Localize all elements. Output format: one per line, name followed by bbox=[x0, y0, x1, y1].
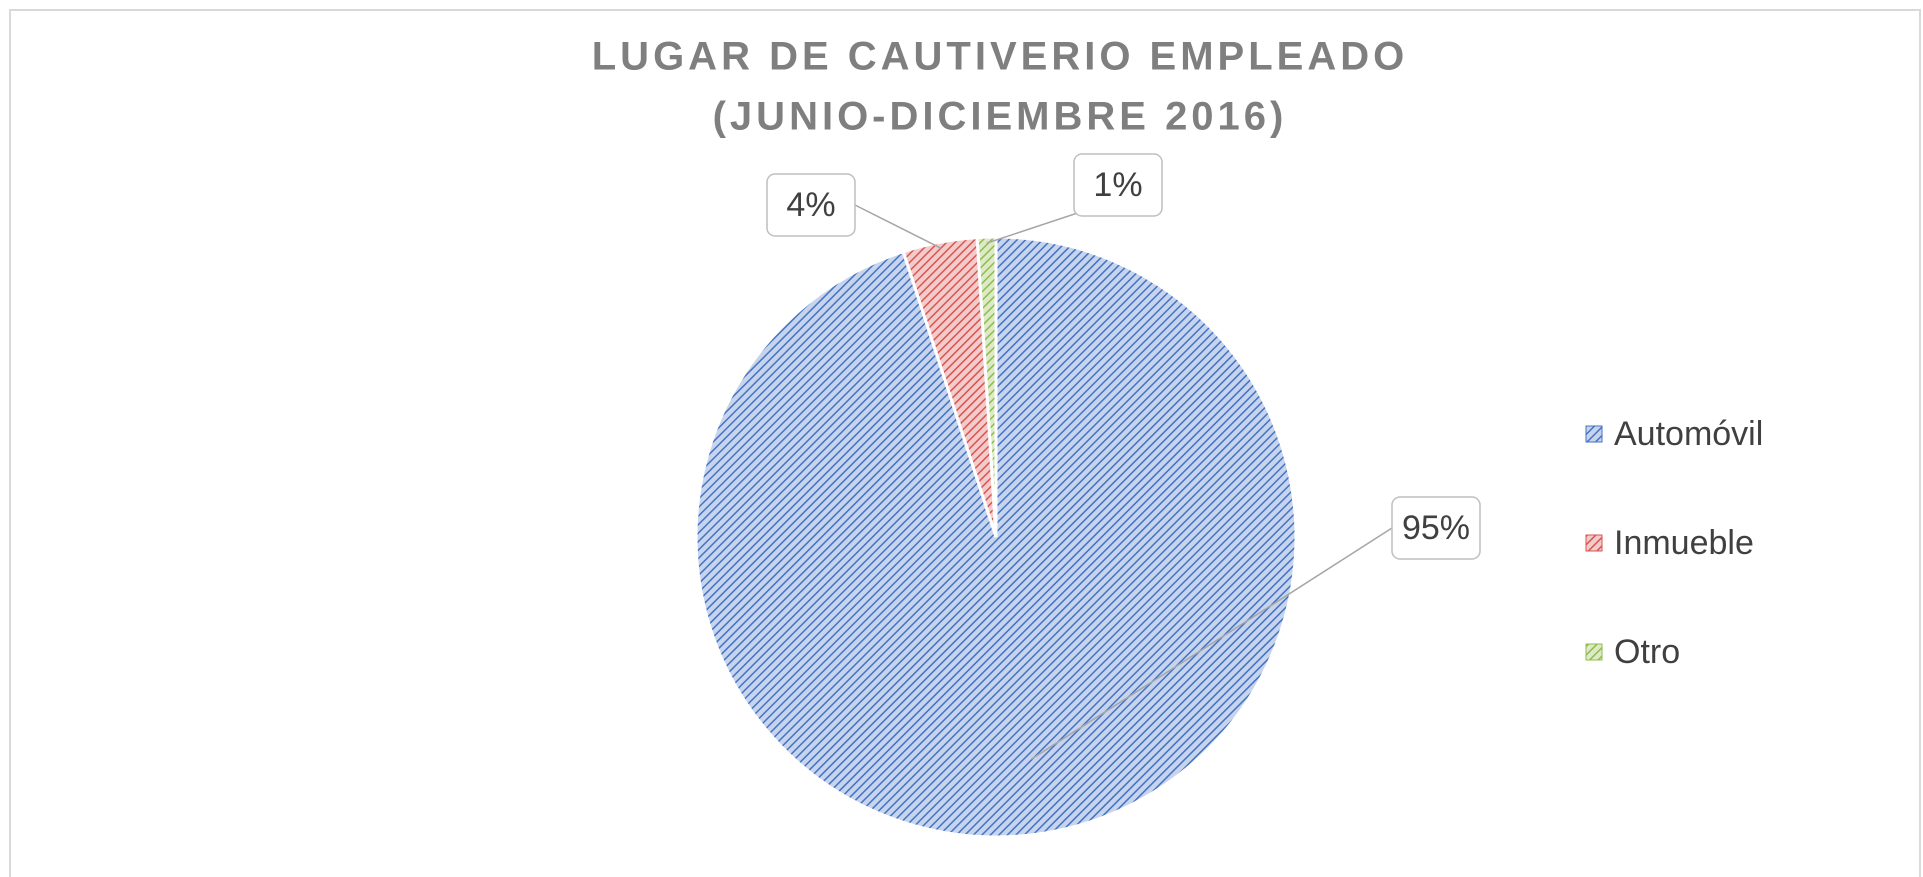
data-label-box bbox=[1073, 153, 1163, 217]
chart-title: LUGAR DE CAUTIVERIO EMPLEADO bbox=[592, 35, 1408, 79]
pie-slice bbox=[975, 235, 998, 538]
data-label-box bbox=[766, 173, 856, 237]
data-label: 4% bbox=[786, 186, 835, 224]
legend-label: Automóvil bbox=[1614, 415, 1763, 453]
leader-line bbox=[1030, 527, 1393, 760]
data-label: 95% bbox=[1402, 509, 1470, 547]
data-label-box bbox=[1391, 496, 1481, 560]
leader-line bbox=[854, 204, 942, 249]
legend-swatch bbox=[1585, 534, 1603, 552]
legend-label: Inmueble bbox=[1614, 524, 1754, 562]
data-label: 1% bbox=[1093, 166, 1142, 204]
legend-swatch bbox=[1585, 643, 1603, 661]
chart-title: (JUNIO-DICIEMBRE 2016) bbox=[713, 95, 1288, 139]
legend-swatch bbox=[1585, 425, 1603, 443]
legend-label: Otro bbox=[1614, 633, 1680, 671]
